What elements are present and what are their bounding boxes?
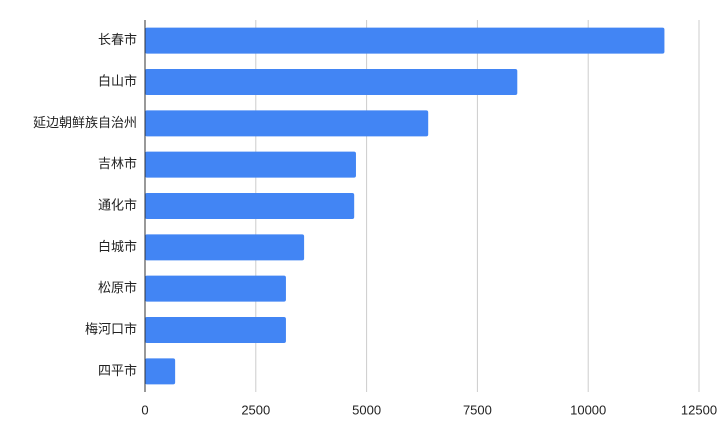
y-tick-label: 白城市 [98, 239, 137, 254]
x-tick-label: 0 [141, 402, 148, 417]
y-tick-label: 延边朝鲜族自治州 [33, 115, 137, 130]
y-tick-label: 长春市 [98, 32, 137, 47]
y-tick-label: 白山市 [98, 73, 137, 88]
bar [145, 193, 355, 219]
x-tick-label: 2500 [241, 402, 270, 417]
x-tick-label: 10000 [570, 402, 606, 417]
y-tick-label: 吉林市 [98, 156, 137, 171]
bar [145, 275, 286, 302]
x-tick-label: 5000 [352, 402, 381, 417]
x-tick-label: 7500 [463, 402, 492, 417]
bar [145, 317, 286, 343]
y-tick-label: 松原市 [98, 280, 137, 295]
y-tick-label: 四平市 [98, 363, 137, 378]
bar [145, 358, 176, 385]
bar [145, 234, 305, 261]
bar [145, 69, 518, 95]
bar [145, 151, 356, 178]
y-tick-label: 梅河口市 [85, 321, 137, 336]
bar [145, 27, 665, 54]
x-tick-label: 12500 [681, 402, 717, 417]
y-tick-label: 通化市 [98, 197, 137, 212]
bar [145, 110, 429, 137]
